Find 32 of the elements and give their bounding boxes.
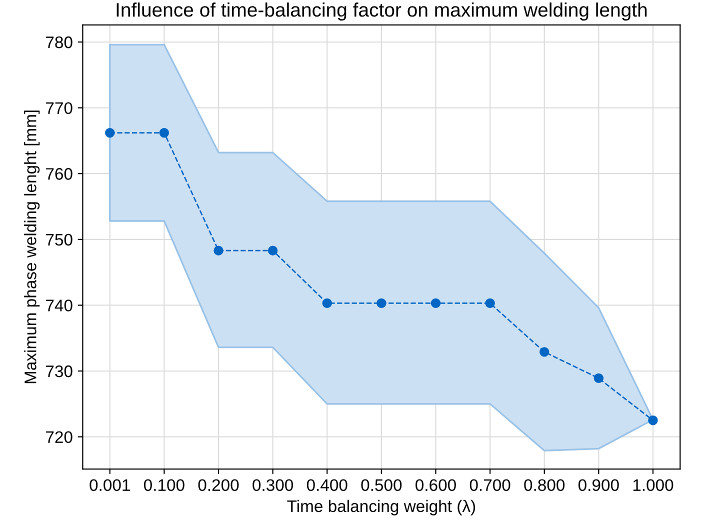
point xyxy=(485,298,495,308)
point xyxy=(376,298,386,308)
point xyxy=(594,373,604,384)
y-axis-title: Maximum phase welding lenght [mm] xyxy=(24,110,40,384)
point xyxy=(648,416,658,426)
y-tick-label: 730 xyxy=(46,365,72,378)
x-tick-label: 0.600 xyxy=(416,479,456,492)
y-tick-label: 780 xyxy=(46,36,72,48)
x-tick-label: 0.500 xyxy=(361,479,402,492)
x-tick-label: 0.900 xyxy=(578,479,619,492)
x-tick-label: 0.200 xyxy=(198,479,239,492)
point xyxy=(159,128,170,138)
point xyxy=(539,347,550,357)
x-tick-label: 1.000 xyxy=(633,479,674,492)
point xyxy=(214,246,224,256)
y-tick-label: 770 xyxy=(46,102,72,114)
x-tick-label: 0.001 xyxy=(90,479,130,492)
y-tick-label: 740 xyxy=(46,300,72,312)
chart-title: Influence of time-balancing factor on maximum welding length xyxy=(116,2,647,21)
y-tick-label: 720 xyxy=(46,431,72,444)
y-tick-label: 750 xyxy=(46,234,72,246)
x-tick-label: 0.800 xyxy=(524,479,565,492)
x-tick-label: 0.100 xyxy=(144,479,184,492)
x-tick-label: 0.700 xyxy=(470,479,510,492)
point xyxy=(105,128,115,138)
y-tick-label: 760 xyxy=(46,168,72,180)
x-axis-title: Time balancing weight (λ) xyxy=(287,500,476,516)
x-tick-label: 0.300 xyxy=(252,479,294,492)
point xyxy=(322,298,332,308)
point xyxy=(430,298,441,308)
x-tick-label: 0.400 xyxy=(306,479,348,492)
point xyxy=(268,246,278,256)
